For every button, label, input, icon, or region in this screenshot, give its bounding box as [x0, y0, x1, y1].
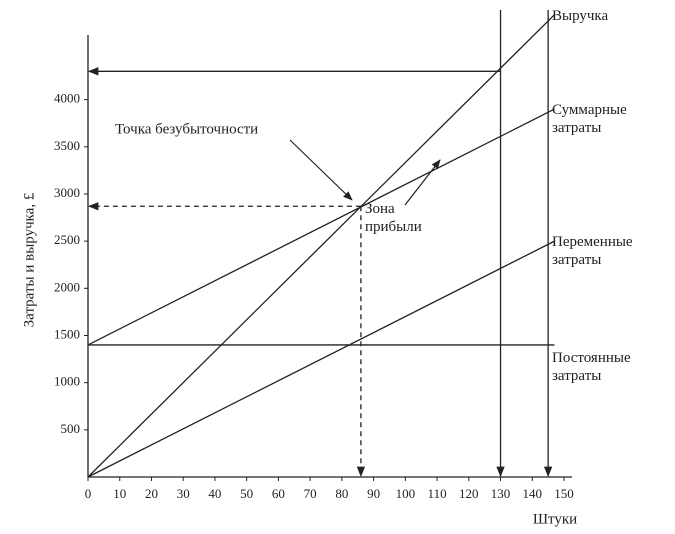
- x-tick-label: 80: [335, 486, 348, 501]
- y-tick-label: 3000: [54, 185, 80, 200]
- x-tick-label: 120: [459, 486, 479, 501]
- profit-zone-box: Зона прибыли: [365, 201, 422, 235]
- series-label: Постоянные затраты: [552, 349, 631, 384]
- x-tick-label: 30: [177, 486, 190, 501]
- x-tick-label: 40: [208, 486, 221, 501]
- series-line: [87, 108, 555, 346]
- y-tick-label: 4000: [54, 91, 80, 106]
- x-tick-label: 130: [491, 486, 511, 501]
- series-label: Суммарные затраты: [552, 102, 627, 137]
- annotation-arrow: [404, 159, 441, 206]
- x-tick-label: 10: [113, 486, 126, 501]
- y-tick-label: 1500: [54, 326, 80, 341]
- series-label: Выручка: [552, 7, 609, 24]
- break-even-label: Точка безубыточности: [115, 121, 258, 137]
- series-label: Переменные затраты: [552, 234, 633, 269]
- x-tick-label: 150: [554, 486, 574, 501]
- y-axis-label: Затраты и выручка, £: [21, 192, 37, 327]
- x-axis-label: Штуки: [533, 511, 577, 527]
- y-tick-label: 3500: [54, 138, 80, 153]
- x-tick-label: 0: [85, 486, 92, 501]
- x-tick-label: 70: [304, 486, 317, 501]
- x-tick-label: 140: [523, 486, 543, 501]
- series-line: [87, 240, 555, 478]
- x-tick-label: 60: [272, 486, 285, 501]
- x-tick-label: 50: [240, 486, 253, 501]
- series-line: [87, 14, 555, 478]
- x-tick-label: 20: [145, 486, 158, 501]
- y-tick-label: 2000: [54, 279, 80, 294]
- profit-zone-label: Зона прибыли: [365, 201, 422, 235]
- y-tick-label: 500: [61, 421, 81, 436]
- y-tick-label: 1000: [54, 374, 80, 389]
- x-tick-label: 100: [396, 486, 416, 501]
- annotation-arrow: [289, 139, 353, 201]
- y-tick-label: 2500: [54, 232, 80, 247]
- x-tick-label: 110: [428, 486, 447, 501]
- x-tick-label: 90: [367, 486, 380, 501]
